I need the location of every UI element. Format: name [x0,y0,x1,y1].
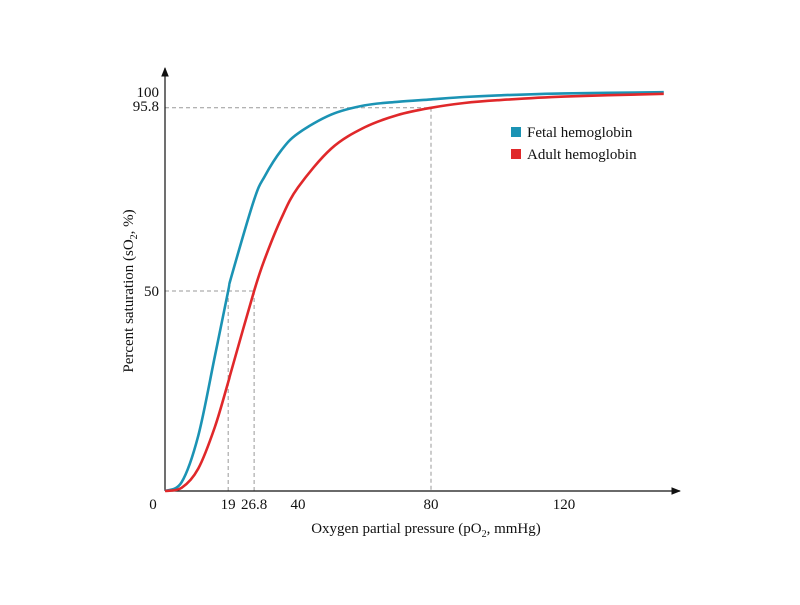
y-axis-label: Percent saturation (sO2, %) [121,209,140,372]
x-tick-label: 26.8 [241,497,267,513]
x-tick-labels: 0 19 26.8 40 80 120 [149,497,575,513]
adult-hemoglobin-curve [164,92,664,493]
y-tick-label: 50 [144,284,159,300]
y-tick-label: 100 [137,85,160,101]
legend-label-adult: Adult hemoglobin [527,147,637,163]
x-tick-label: 19 [221,497,236,513]
legend-swatch-adult [511,149,521,159]
x-tick-label: 120 [553,497,576,513]
series-curves [164,90,664,493]
x-tick-label: 40 [291,497,306,513]
legend-swatch-fetal [511,127,521,137]
x-tick-label: 0 [149,497,157,513]
legend: Fetal hemoglobin Adult hemoglobin [511,125,637,163]
fetal-hemoglobin-curve [164,90,664,493]
legend-label-fetal: Fetal hemoglobin [527,125,633,141]
reference-lines [165,107,432,491]
x-axis-label: Oxygen partial pressure (pO2, mmHg) [311,521,541,540]
x-tick-label: 80 [424,497,439,513]
y-tick-label: 95.8 [133,99,159,115]
